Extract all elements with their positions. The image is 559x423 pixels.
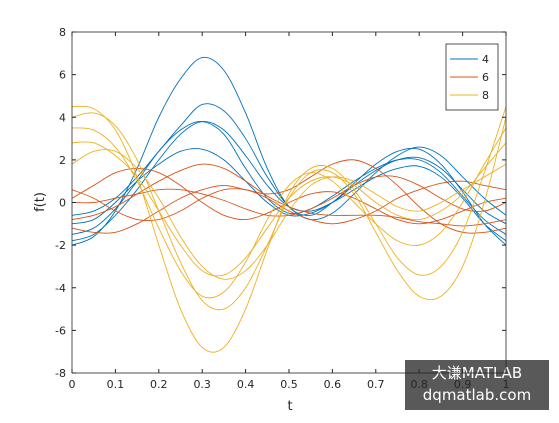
x-axis-label: t — [287, 399, 292, 414]
x-tick-label: 0.8 — [410, 378, 428, 391]
curve — [71, 175, 507, 217]
x-tick-label: 0.7 — [367, 378, 385, 391]
x-tick-label: 0.2 — [150, 378, 168, 391]
curve — [71, 163, 507, 227]
x-tick-label: 0.6 — [324, 378, 342, 391]
curve — [71, 112, 507, 311]
watermark-text: dqmatlab.com — [423, 386, 531, 404]
y-tick-label: 0 — [59, 197, 66, 210]
x-tick-label: 0 — [69, 378, 76, 391]
legend-label: 4 — [482, 53, 489, 66]
y-tick-label: 2 — [59, 154, 66, 167]
y-axis-label: f(t) — [33, 192, 48, 212]
y-tick-label: 6 — [59, 69, 66, 82]
curve — [71, 121, 507, 235]
y-tick-label: 4 — [59, 111, 66, 124]
x-tick-label: 0.3 — [193, 378, 211, 391]
watermark-box — [405, 360, 549, 410]
curve — [71, 167, 507, 225]
y-tick-label: -6 — [55, 324, 66, 337]
legend-label: 6 — [482, 71, 489, 84]
y-tick-label: -2 — [55, 239, 66, 252]
curve — [71, 149, 507, 280]
x-tick-label: 1 — [503, 378, 510, 391]
x-tick-label: 0.1 — [107, 378, 125, 391]
y-tick-label: 8 — [59, 26, 66, 39]
x-tick-label: 0.4 — [237, 378, 255, 391]
legend-label: 8 — [482, 89, 489, 102]
y-tick-label: -8 — [55, 367, 66, 380]
x-tick-label: 0.5 — [280, 378, 298, 391]
curve — [71, 105, 507, 353]
y-tick-label: -4 — [55, 282, 66, 295]
plot-area — [71, 56, 507, 353]
x-tick-label: 0.9 — [454, 378, 472, 391]
